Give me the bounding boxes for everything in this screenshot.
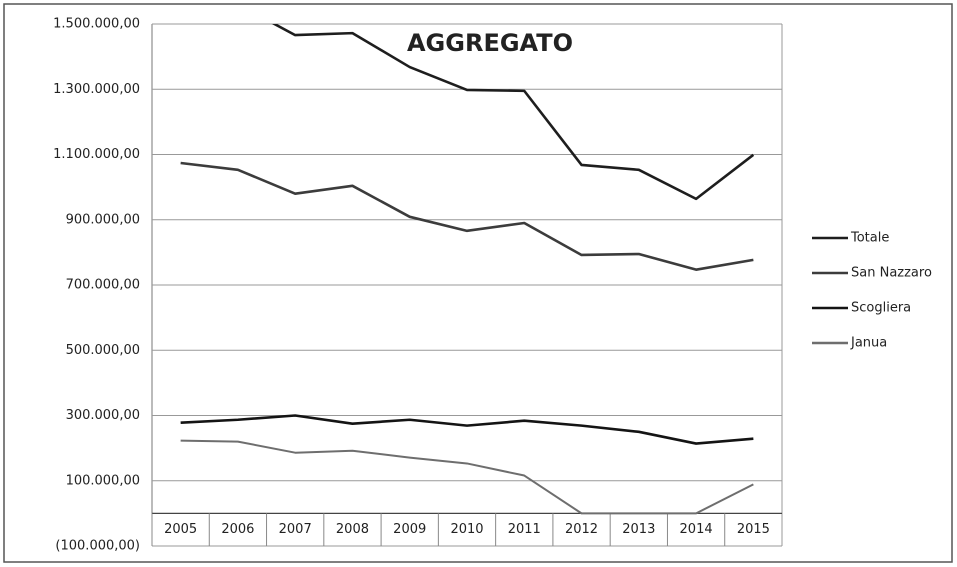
y-tick-label: 700.000,00	[66, 278, 140, 293]
series-line	[180, 161, 754, 271]
chart-title: AGGREGATO	[407, 29, 573, 57]
y-tick-label: 1.300.000,00	[53, 82, 140, 97]
y-tick-label: 1.500.000,00	[53, 17, 140, 32]
x-tick-label: 2015	[737, 522, 770, 537]
x-tick-label: 2012	[565, 522, 598, 537]
x-tick-label: 2009	[393, 522, 426, 537]
x-tick-label: 2006	[221, 522, 254, 537]
series-line	[271, 24, 755, 201]
y-tick-label: 1.100.000,00	[53, 147, 140, 162]
series-line	[180, 439, 754, 515]
y-tick-label: 500.000,00	[66, 343, 140, 358]
y-tick-label: 900.000,00	[66, 212, 140, 227]
plot-lines	[180, 24, 755, 515]
legend-label: Janua	[850, 336, 887, 351]
legend-label: San Nazzaro	[851, 266, 932, 281]
x-tick-label: 2007	[279, 522, 312, 537]
y-tick-label: 300.000,00	[66, 408, 140, 423]
x-tick-label: 2014	[680, 522, 713, 537]
x-tick-label: 2008	[336, 522, 369, 537]
series-line	[180, 414, 754, 445]
x-tick-label: 2011	[508, 522, 541, 537]
chart-border	[3, 3, 953, 563]
y-tick-label: (100.000,00)	[55, 539, 140, 554]
legend-label: Totale	[850, 231, 889, 246]
legend-label: Scogliera	[851, 301, 911, 316]
grid	[151, 23, 783, 547]
x-tick-label: 2010	[450, 522, 483, 537]
x-tick-label: 2013	[622, 522, 655, 537]
y-tick-label: 100.000,00	[66, 473, 140, 488]
x-tick-label: 2005	[164, 522, 197, 537]
